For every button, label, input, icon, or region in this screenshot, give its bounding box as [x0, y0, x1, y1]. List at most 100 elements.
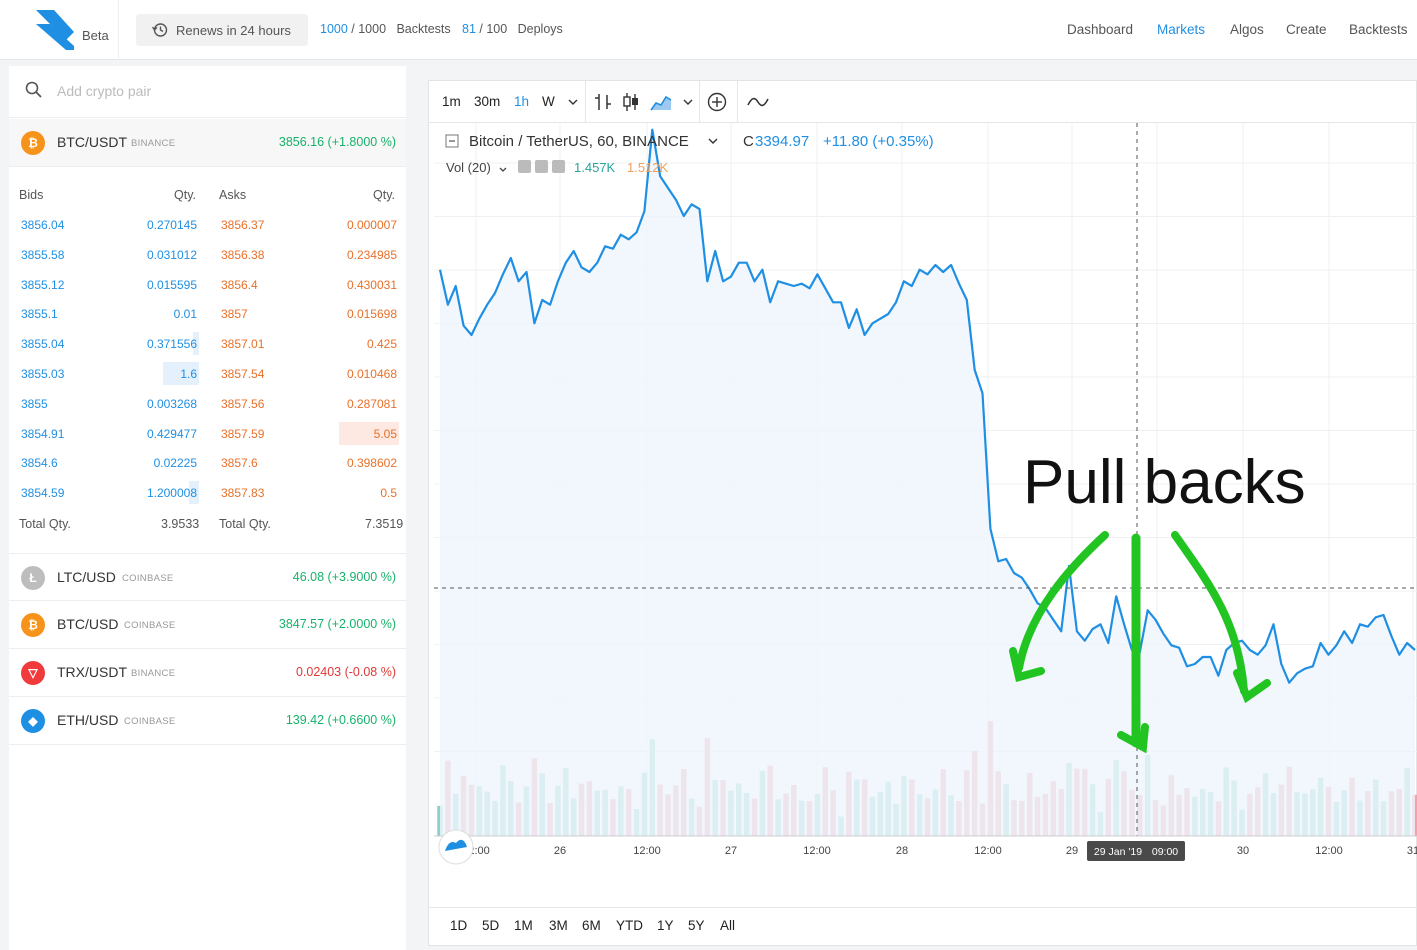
orderbook-row[interactable]: 3855 0.003268 3857.56 0.287081 — [9, 389, 406, 418]
bid-qty: 0.270145 — [146, 218, 197, 232]
x-tick-label: 12:00 — [1315, 845, 1343, 857]
timeframe-1h[interactable]: 1h — [514, 94, 530, 109]
close-value: 3394.97 — [755, 133, 809, 150]
range-1m[interactable]: 1M — [514, 918, 533, 933]
timeframe-30m[interactable]: 30m — [474, 94, 501, 109]
nav-create[interactable]: Create — [1286, 22, 1327, 37]
bids-header: Bids — [19, 188, 44, 202]
chevron-down-icon[interactable] — [708, 138, 718, 144]
add-indicator-icon[interactable] — [707, 92, 727, 112]
gear-icon[interactable] — [535, 160, 548, 173]
ask-price: 3857.59 — [221, 426, 265, 441]
chevron-down-icon[interactable] — [499, 167, 507, 172]
volume-indicator-label[interactable]: Vol (20) — [446, 160, 491, 175]
bid-price: 3856.04 — [21, 218, 65, 232]
bid-qty: 0.015595 — [146, 277, 197, 292]
range-6m[interactable]: 6M — [582, 918, 601, 933]
candlestick-icon[interactable] — [621, 92, 641, 112]
x-tick-label: 26 — [554, 845, 566, 857]
range-ytd[interactable]: YTD — [616, 918, 643, 933]
eye-icon[interactable] — [518, 160, 531, 173]
orderbook-row[interactable]: 3855.04 0.371556 3857.01 0.425 — [9, 329, 406, 358]
history-icon — [152, 23, 168, 37]
bid-price: 3855.1 — [21, 307, 58, 322]
timeframe-w[interactable]: W — [542, 94, 555, 109]
pull-backs-annotation: Pull backs — [1023, 448, 1306, 517]
ask-price: 3857.56 — [221, 396, 265, 411]
ask-total: 7.3519 — [365, 517, 404, 531]
pair-name: LTC/USD — [57, 569, 116, 585]
renew-label: Renews in 24 hours — [176, 22, 291, 38]
compare-icon[interactable] — [747, 95, 769, 109]
range-3m[interactable]: 3M — [549, 918, 568, 933]
depth-bar — [163, 362, 199, 385]
bid-price: 3855.04 — [21, 337, 65, 352]
bid-total-label: Total Qty. — [19, 517, 71, 531]
nav-dashboard[interactable]: Dashboard — [1067, 22, 1134, 37]
toolbar-divider — [699, 81, 700, 123]
timeframe-1m[interactable]: 1m — [442, 94, 461, 109]
chart-widget: 1m 30m 1h W 12:00 26 12:00 27 12:00 28 12:00 29… — [428, 80, 1417, 946]
orderbook-row[interactable]: 3855.12 0.015595 3856.4 0.430031 — [9, 270, 406, 299]
area-chart-icon[interactable] — [650, 92, 672, 112]
search-input[interactable] — [57, 80, 387, 102]
pair-exchange: COINBASE — [124, 620, 176, 631]
orderbook-row[interactable]: 3854.6 0.02225 3857.6 0.398602 — [9, 448, 406, 477]
orderbook-row[interactable]: 3854.59 1.200008 3857.83 0.5 — [9, 478, 406, 507]
pair-row[interactable]: Ł LTC/USD COINBASE 46.08 (+3.9000 %) — [9, 553, 406, 601]
ask-qty: 0.000007 — [346, 218, 397, 232]
depth-bar — [339, 421, 399, 445]
crosshair-date-label: 29 Jan '19 — [1094, 846, 1142, 858]
pair-exchange: BINANCE — [131, 138, 176, 149]
ask-qty: 0.234985 — [346, 247, 397, 262]
ask-total-label: Total Qty. — [219, 517, 271, 531]
range-all[interactable]: All — [720, 918, 736, 933]
ask-qty: 5.05 — [373, 426, 397, 441]
bid-price: 3854.6 — [21, 456, 58, 471]
change-value: +11.80 (+0.35%) — [823, 133, 934, 150]
price-chart[interactable]: 12:00 26 12:00 27 12:00 28 12:00 29 30 12:00 3129 … — [429, 123, 1417, 907]
pair-row-selected[interactable]: ₿ BTC/USDT BINANCE 3856.16 (+1.8000 %) — [9, 119, 406, 167]
nav-backtests[interactable]: Backtests — [1349, 22, 1408, 37]
nav-algos[interactable]: Algos — [1230, 22, 1264, 37]
symbol-label[interactable]: Bitcoin / TetherUS, 60, BINANCE — [469, 133, 689, 150]
search-bar — [9, 66, 406, 118]
deploys-quota: 81 / 100 Deploys — [462, 22, 563, 36]
pair-row[interactable]: ◆ ETH/USD COINBASE 139.42 (+0.6600 %) — [9, 697, 406, 745]
close-icon[interactable] — [552, 160, 565, 173]
price-area — [440, 129, 1415, 836]
orderbook-row[interactable]: 3855.58 0.031012 3856.38 0.234985 — [9, 240, 406, 269]
chevron-down-icon[interactable] — [683, 98, 693, 106]
toolbar-divider — [585, 81, 586, 123]
range-1y[interactable]: 1Y — [657, 918, 674, 933]
orderbook-row[interactable]: 3854.91 0.429477 3857.59 5.05 — [9, 419, 406, 448]
x-tick-label: 30 — [1237, 845, 1249, 857]
pair-row[interactable]: ₿ BTC/USD COINBASE 3847.57 (+2.0000 %) — [9, 601, 406, 649]
bid-qty: 1.200008 — [146, 486, 197, 501]
orderbook-row[interactable]: 3855.03 1.6 3857.54 0.010468 — [9, 359, 406, 388]
nav-markets[interactable]: Markets — [1157, 22, 1206, 37]
bid-price: 3855 — [21, 396, 48, 411]
renew-button[interactable]: Renews in 24 hours — [136, 14, 308, 46]
ask-price: 3857.83 — [221, 486, 265, 501]
chevron-down-icon[interactable] — [568, 98, 578, 106]
x-tick-label: 12:00 — [974, 845, 1002, 857]
logo-icon[interactable] — [30, 6, 116, 56]
pair-name: TRX/USDT — [57, 664, 127, 680]
pair-price: 3847.57 (+2.0000 %) — [278, 617, 396, 631]
range-5y[interactable]: 5Y — [688, 918, 705, 933]
pair-exchange: COINBASE — [124, 716, 176, 727]
bitcoin-icon: ₿ — [21, 131, 45, 155]
close-prefix: C — [743, 133, 754, 150]
bar-chart-icon[interactable] — [593, 92, 613, 112]
deploys-label: Deploys — [517, 22, 563, 36]
range-1d[interactable]: 1D — [450, 918, 468, 933]
orderbook-row[interactable]: 3855.1 0.01 3857 0.015698 — [9, 299, 406, 328]
green-arrowhead — [1117, 723, 1149, 754]
pair-price: 3856.16 (+1.8000 %) — [278, 135, 396, 149]
range-5d[interactable]: 5D — [482, 918, 500, 933]
orderbook-row[interactable]: 3856.04 0.270145 3856.37 0.000007 — [9, 210, 406, 239]
pair-row[interactable]: ▽ TRX/USDT BINANCE 0.02403 (-0.08 %) — [9, 649, 406, 697]
tron-icon: ▽ — [21, 661, 45, 685]
asks-header: Asks — [219, 188, 247, 202]
